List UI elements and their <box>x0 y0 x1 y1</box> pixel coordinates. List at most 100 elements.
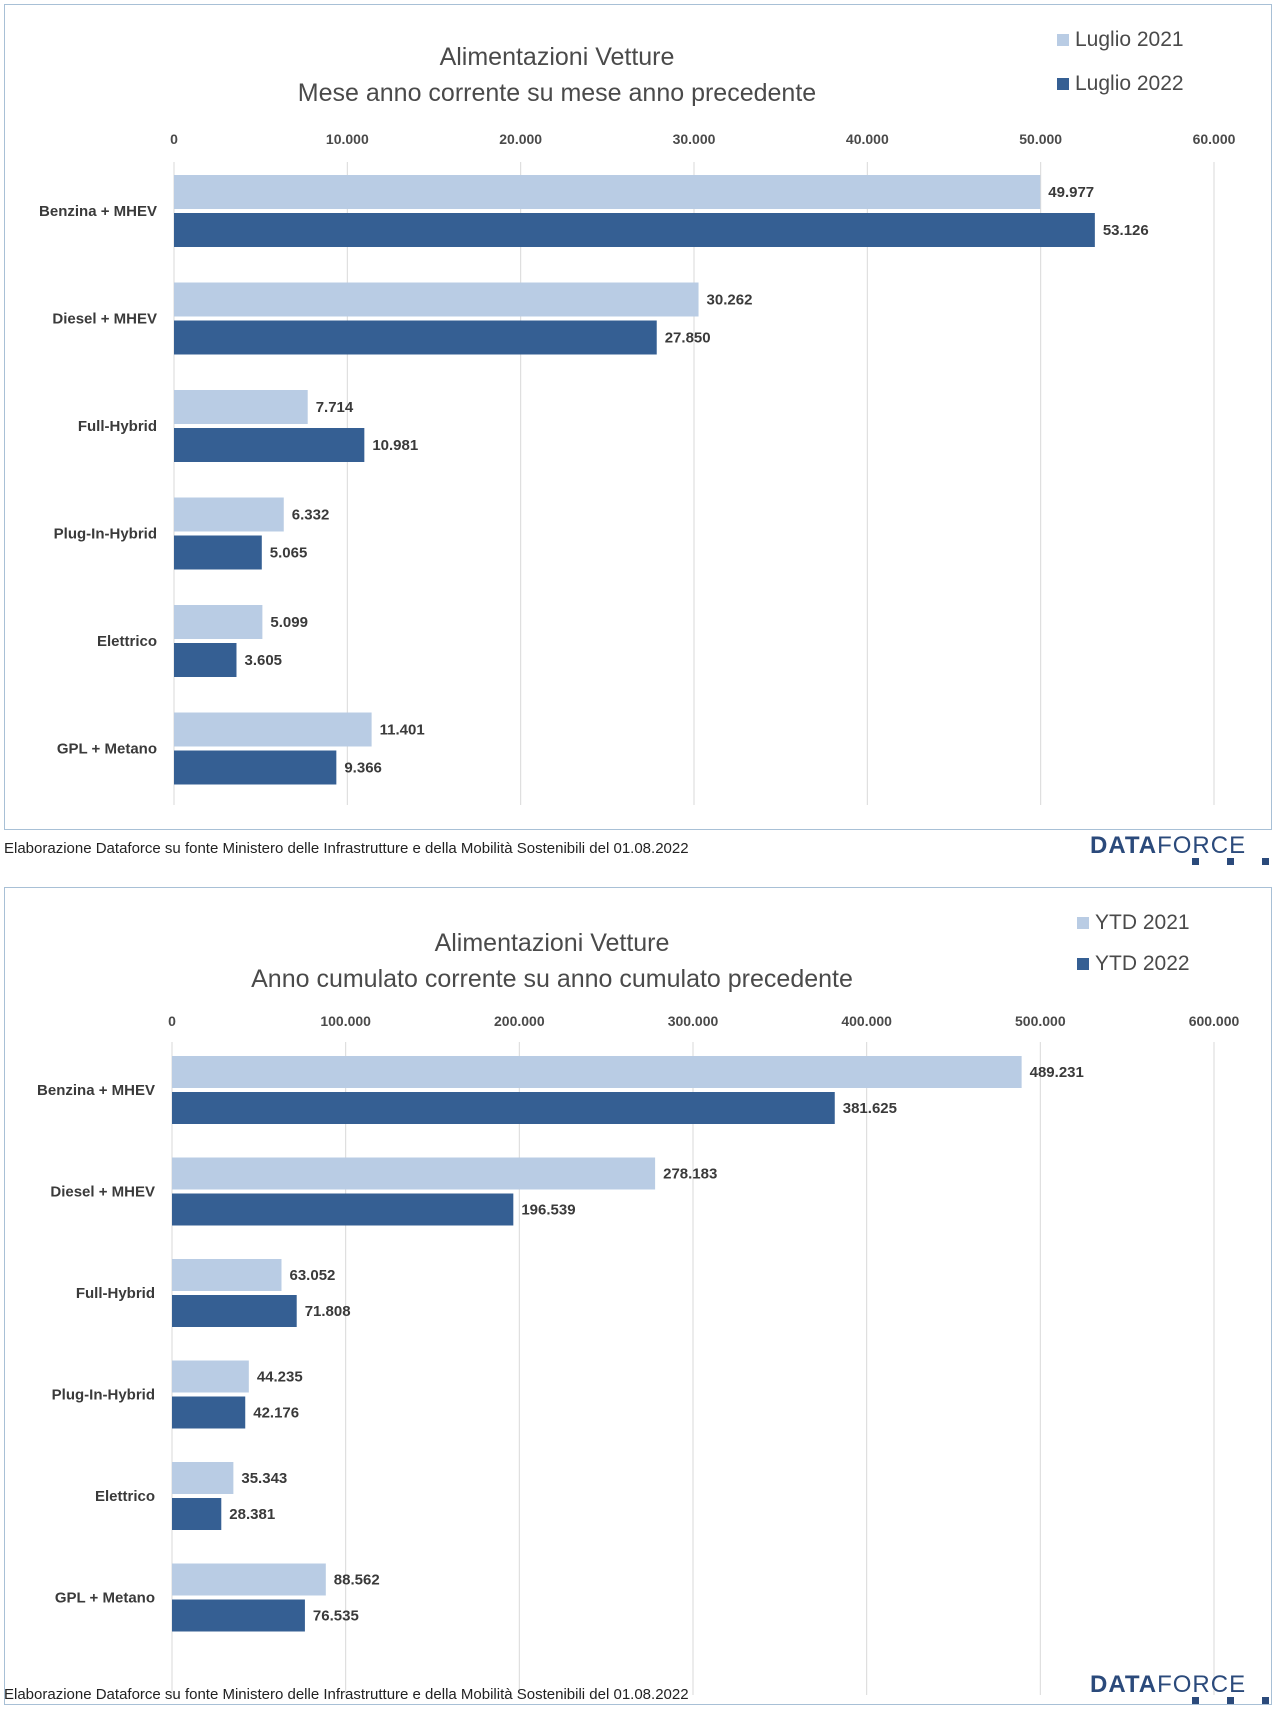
logo-dots <box>1192 1697 1272 1705</box>
legend-swatch <box>1077 917 1089 929</box>
chart-subtitle: Anno cumulato corrente su anno cumulato … <box>251 965 853 993</box>
data-label: 42.176 <box>253 1405 299 1422</box>
data-label: 27.850 <box>665 330 711 347</box>
data-label: 489.231 <box>1030 1064 1084 1081</box>
chart-title: Alimentazioni Vetture <box>440 43 675 71</box>
data-label: 71.808 <box>305 1303 351 1320</box>
logo-dots <box>1192 858 1272 866</box>
dataforce-logo: DATAFORCE <box>1082 832 1272 872</box>
bar <box>174 750 337 785</box>
bar <box>172 1092 835 1124</box>
data-label: 5.065 <box>270 545 308 562</box>
chart-panel-ytd: Alimentazioni Vetture Anno cumulato corre… <box>4 887 1272 1705</box>
chart-panel-monthly: Alimentazioni Vetture Mese anno corrente … <box>4 4 1272 830</box>
data-label: 11.401 <box>380 722 425 739</box>
x-tick-label: 300.000 <box>668 1013 719 1029</box>
chart-ytd: Alimentazioni Vetture Anno cumulato corre… <box>37 911 1240 1695</box>
category-label: Benzina + MHEV <box>37 1082 155 1099</box>
chart-subtitle: Mese anno corrente su mese anno preceden… <box>298 79 816 107</box>
bar <box>174 428 365 462</box>
data-label: 53.126 <box>1103 222 1149 239</box>
legend-swatch <box>1057 34 1069 46</box>
bar <box>172 1599 305 1632</box>
legend-label: Luglio 2021 <box>1075 28 1184 51</box>
bar <box>172 1462 234 1494</box>
category-label: Full-Hybrid <box>78 418 157 435</box>
x-tick-label: 40.000 <box>846 131 889 147</box>
data-label: 30.262 <box>707 292 753 309</box>
category-label: GPL + Metano <box>55 1590 155 1607</box>
data-label: 49.977 <box>1048 184 1094 201</box>
bar <box>172 1396 246 1429</box>
x-tick-label: 600.000 <box>1189 1013 1240 1029</box>
bar <box>174 175 1041 209</box>
bar <box>174 605 263 639</box>
bar <box>172 1259 282 1291</box>
data-label: 5.099 <box>270 614 308 631</box>
data-label: 6.332 <box>292 507 330 524</box>
bar <box>174 213 1095 247</box>
bar <box>174 712 372 747</box>
category-label: Elettrico <box>97 633 157 650</box>
data-label: 28.381 <box>229 1506 275 1523</box>
x-tick-label: 0 <box>170 131 178 147</box>
data-label: 381.625 <box>843 1100 897 1117</box>
bar <box>174 282 699 317</box>
chart-title: Alimentazioni Vetture <box>435 929 670 957</box>
category-label: Diesel + MHEV <box>50 1184 155 1201</box>
data-label: 196.539 <box>521 1202 575 1219</box>
bar <box>172 1295 297 1327</box>
category-label: Diesel + MHEV <box>52 311 157 328</box>
bar <box>172 1360 249 1393</box>
logo-text-regular: FORCE <box>1157 1671 1247 1698</box>
bar <box>172 1193 514 1226</box>
x-tick-label: 60.000 <box>1193 131 1236 147</box>
x-tick-label: 30.000 <box>673 131 716 147</box>
bar <box>174 497 284 532</box>
chart-monthly: Alimentazioni Vetture Mese anno corrente … <box>39 28 1236 805</box>
category-label: Plug-In-Hybrid <box>54 526 157 543</box>
legend-label: YTD 2022 <box>1095 952 1190 975</box>
category-label: Benzina + MHEV <box>39 203 157 220</box>
category-label: GPL + Metano <box>57 741 157 758</box>
dataforce-logo: DATAFORCE <box>1082 1671 1272 1711</box>
logo-text-regular: FORCE <box>1157 832 1247 859</box>
x-tick-label: 200.000 <box>494 1013 545 1029</box>
x-tick-label: 10.000 <box>326 131 369 147</box>
data-label: 88.562 <box>334 1572 380 1589</box>
bar <box>172 1498 222 1530</box>
legend-label: Luglio 2022 <box>1075 72 1184 95</box>
legend-swatch <box>1077 958 1089 970</box>
x-tick-label: 400.000 <box>841 1013 892 1029</box>
data-label: 7.714 <box>316 399 354 416</box>
logo-text-bold: DATA <box>1090 1671 1158 1698</box>
data-label: 63.052 <box>290 1267 336 1284</box>
bar <box>174 535 262 570</box>
data-label: 278.183 <box>663 1166 717 1183</box>
bar <box>174 643 237 677</box>
legend-label: YTD 2021 <box>1095 911 1190 934</box>
data-label: 44.235 <box>257 1369 303 1386</box>
source-note: Elaborazione Dataforce su fonte Minister… <box>4 840 689 857</box>
logo-text-bold: DATA <box>1090 832 1158 859</box>
x-tick-label: 20.000 <box>499 131 542 147</box>
data-label: 3.605 <box>244 652 282 669</box>
category-label: Elettrico <box>95 1488 155 1505</box>
data-label: 9.366 <box>344 760 382 777</box>
x-tick-label: 0 <box>168 1013 176 1029</box>
bar <box>174 390 308 424</box>
category-label: Full-Hybrid <box>76 1285 155 1302</box>
category-label: Plug-In-Hybrid <box>52 1387 155 1404</box>
data-label: 35.343 <box>241 1470 287 1487</box>
source-note: Elaborazione Dataforce su fonte Minister… <box>4 1686 689 1703</box>
bar <box>174 320 657 355</box>
bar <box>172 1563 326 1596</box>
legend-swatch <box>1057 78 1069 90</box>
data-label: 10.981 <box>372 437 418 454</box>
x-tick-label: 100.000 <box>320 1013 371 1029</box>
data-label: 76.535 <box>313 1608 359 1625</box>
bar <box>172 1056 1022 1088</box>
x-tick-label: 50.000 <box>1019 131 1062 147</box>
bar <box>172 1157 656 1190</box>
x-tick-label: 500.000 <box>1015 1013 1066 1029</box>
